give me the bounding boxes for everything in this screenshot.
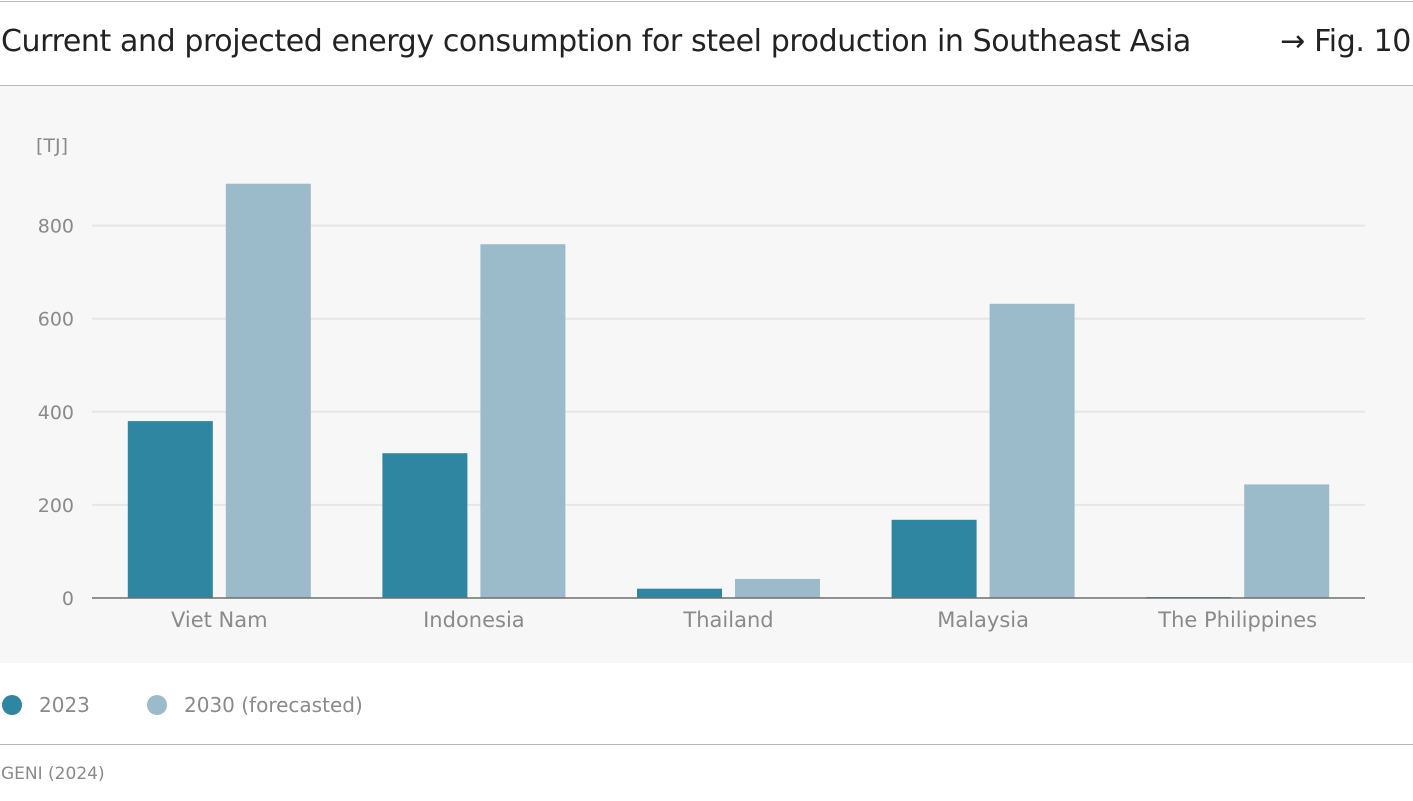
y-axis-unit-label: [TJ] bbox=[36, 135, 68, 157]
bar-thailand-2023 bbox=[637, 588, 722, 598]
x-tick-label-viet-nam: Viet Nam bbox=[171, 608, 268, 632]
y-tick-label-600: 600 bbox=[38, 309, 74, 331]
figure-reference-link[interactable]: → Fig. 10 bbox=[1280, 24, 1411, 59]
axes: 0 200 400 600 800 Viet Nam Indonesia Thailand Ma… bbox=[38, 216, 1365, 632]
x-tick-label-the-philippines: The Philippines bbox=[1157, 608, 1317, 632]
top-rule bbox=[0, 1, 1413, 2]
bars bbox=[127, 183, 1330, 598]
legend-label-2023: 2023 bbox=[39, 693, 90, 717]
bar-chart: 0 200 400 600 800 Viet Nam Indonesia Thailand Ma… bbox=[36, 135, 1365, 632]
bar-indonesia-2030 bbox=[480, 244, 566, 598]
source-note: GENI (2024) bbox=[1, 764, 105, 784]
chart-title: Current and projected energy consumption… bbox=[1, 24, 1191, 59]
y-tick-label-0: 0 bbox=[62, 588, 74, 610]
bar-malaysia-2023 bbox=[891, 519, 977, 598]
bar-viet-nam-2023 bbox=[127, 421, 213, 598]
bar-viet-nam-2030 bbox=[225, 183, 311, 598]
y-tick-label-800: 800 bbox=[38, 216, 74, 238]
x-tick-label-thailand: Thailand bbox=[682, 608, 773, 632]
legend-item-2030-forecasted: 2030 (forecasted) bbox=[147, 690, 363, 720]
chart-panel: 0 200 400 600 800 Viet Nam Indonesia Thailand Ma… bbox=[0, 86, 1413, 663]
footer-divider bbox=[0, 744, 1413, 745]
y-tick-label-200: 200 bbox=[38, 495, 74, 517]
legend: 2023 2030 (forecasted) bbox=[0, 690, 1413, 720]
legend-swatch-2023 bbox=[2, 695, 22, 715]
header-divider bbox=[0, 85, 1413, 86]
legend-label-2030: 2030 (forecasted) bbox=[184, 693, 363, 717]
legend-item-2023: 2023 bbox=[2, 690, 90, 720]
bar-the-philippines-2030 bbox=[1244, 484, 1330, 598]
x-tick-label-indonesia: Indonesia bbox=[423, 608, 525, 632]
bar-malaysia-2030 bbox=[989, 303, 1075, 598]
bar-indonesia-2023 bbox=[382, 453, 468, 598]
y-tick-label-400: 400 bbox=[38, 402, 74, 424]
legend-swatch-2030 bbox=[147, 695, 167, 715]
x-tick-label-malaysia: Malaysia bbox=[937, 608, 1029, 632]
bar-thailand-2030 bbox=[735, 578, 820, 598]
